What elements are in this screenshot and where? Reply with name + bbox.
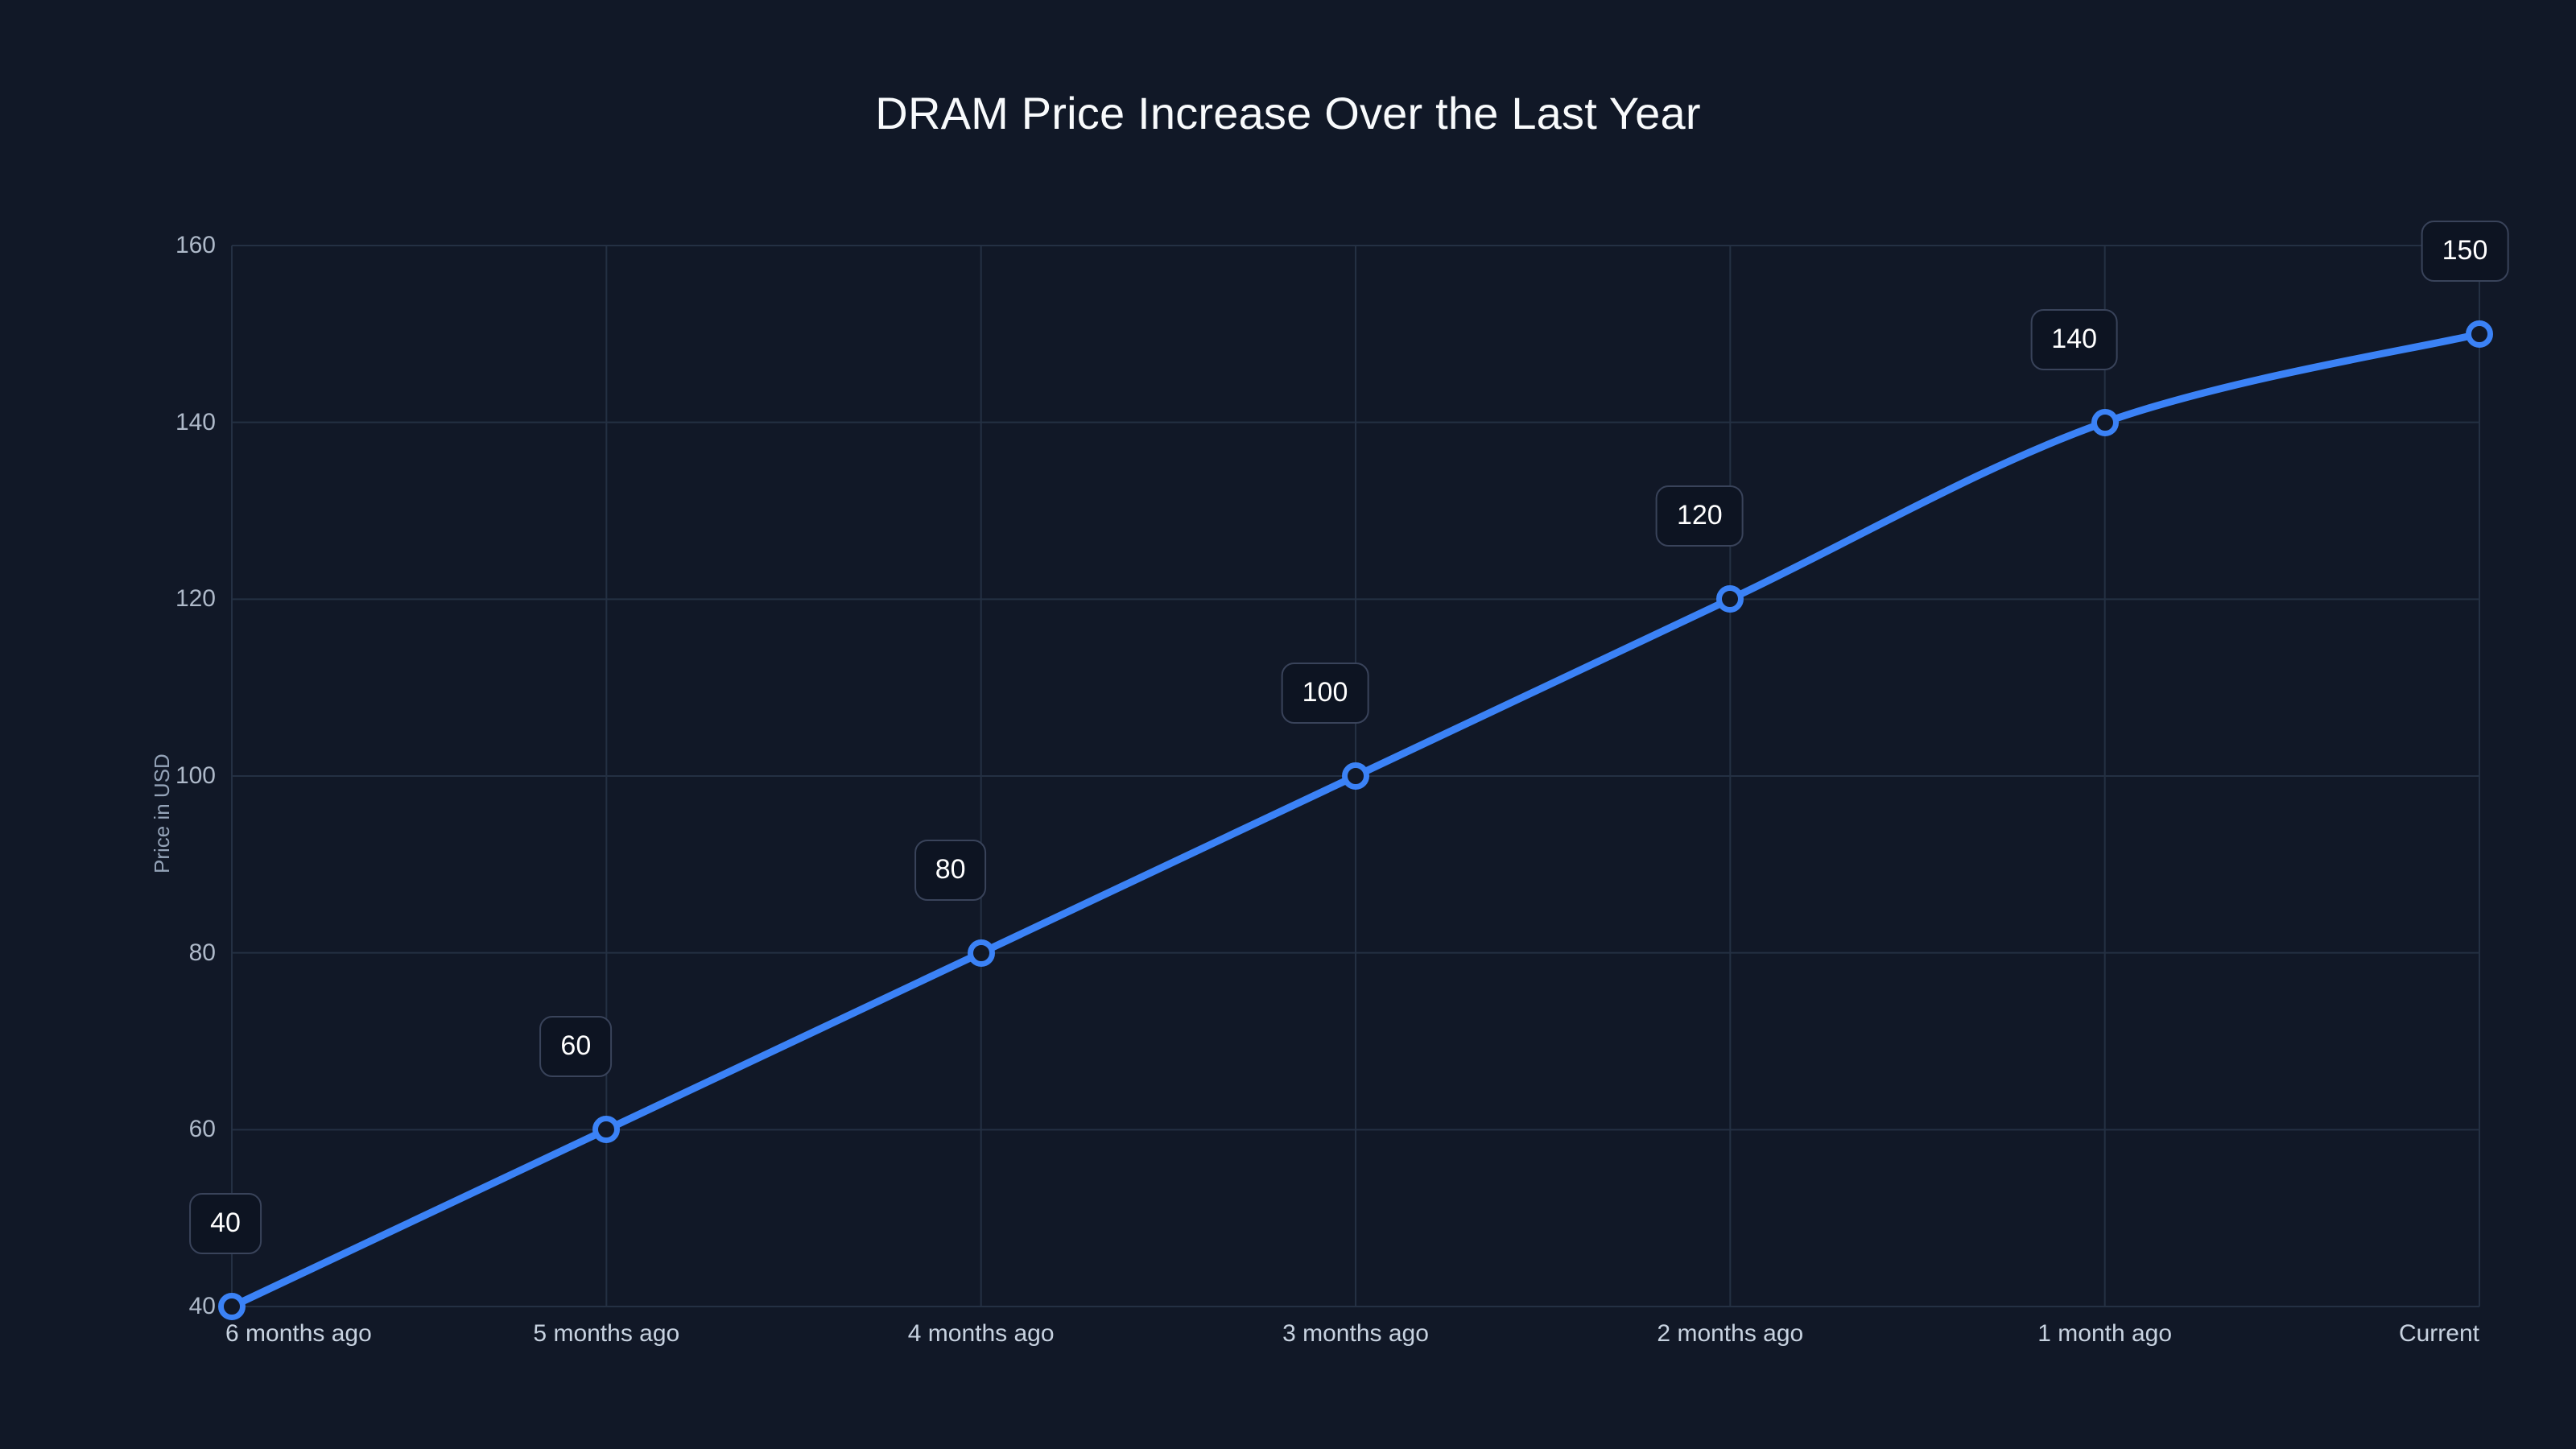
y-tick-label: 140 xyxy=(175,408,216,436)
y-tick-label: 60 xyxy=(188,1116,216,1143)
x-tick-label: 1 month ago xyxy=(2037,1320,2173,1347)
data-point-label: 140 xyxy=(2030,308,2119,370)
x-tick-label: Current xyxy=(2398,1320,2479,1347)
x-tick-label: 5 months ago xyxy=(533,1320,680,1347)
data-point-marker[interactable] xyxy=(2466,320,2493,348)
chart-title: DRAM Price Increase Over the Last Year xyxy=(875,88,1701,138)
data-point-marker[interactable] xyxy=(592,1116,621,1144)
data-point-label: 60 xyxy=(539,1016,613,1078)
data-point-label: 40 xyxy=(189,1193,262,1254)
data-point-marker[interactable] xyxy=(1716,585,1744,613)
data-point-marker[interactable] xyxy=(218,1293,246,1320)
y-tick-label: 100 xyxy=(175,762,216,789)
y-tick-label: 120 xyxy=(175,585,216,613)
data-point-label: 80 xyxy=(914,839,987,901)
y-tick-label: 40 xyxy=(188,1293,216,1319)
x-tick-label: 4 months ago xyxy=(907,1320,1055,1347)
data-point-label: 150 xyxy=(2421,220,2509,282)
y-tick-label: 80 xyxy=(188,939,216,966)
x-tick-label: 3 months ago xyxy=(1282,1320,1429,1347)
data-point-label: 100 xyxy=(1281,663,1369,724)
data-point-marker[interactable] xyxy=(2091,408,2119,436)
y-tick-label: 160 xyxy=(175,232,216,258)
data-point-label: 120 xyxy=(1655,485,1744,547)
x-tick-label: 2 months ago xyxy=(1657,1320,1804,1347)
data-point-marker[interactable] xyxy=(967,939,995,967)
gridlines xyxy=(232,246,2479,1307)
data-point-marker[interactable] xyxy=(1342,762,1369,790)
x-tick-label: 6 months ago xyxy=(225,1320,372,1347)
plot-area: Price in USD 40 60 80 100 120 140 160 6 months… xyxy=(150,220,2509,1347)
